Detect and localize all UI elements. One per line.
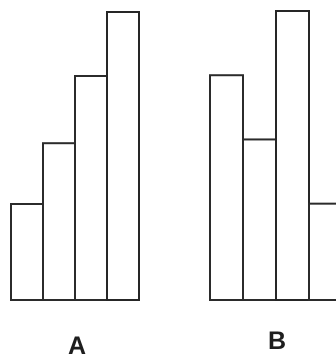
bar-b-4 xyxy=(308,202,336,302)
bar-a-1 xyxy=(10,203,44,301)
group-label-a: A xyxy=(68,332,86,356)
bar-group-a xyxy=(10,11,140,301)
bar-a-3 xyxy=(74,75,108,301)
bar-a-2 xyxy=(42,142,76,301)
bar-b-1 xyxy=(209,74,244,301)
group-label-b: B xyxy=(268,327,286,355)
bar-a-4 xyxy=(106,11,140,301)
bar-b-3 xyxy=(275,10,310,301)
bar-group-b xyxy=(209,10,336,302)
bar-b-2 xyxy=(242,138,277,301)
